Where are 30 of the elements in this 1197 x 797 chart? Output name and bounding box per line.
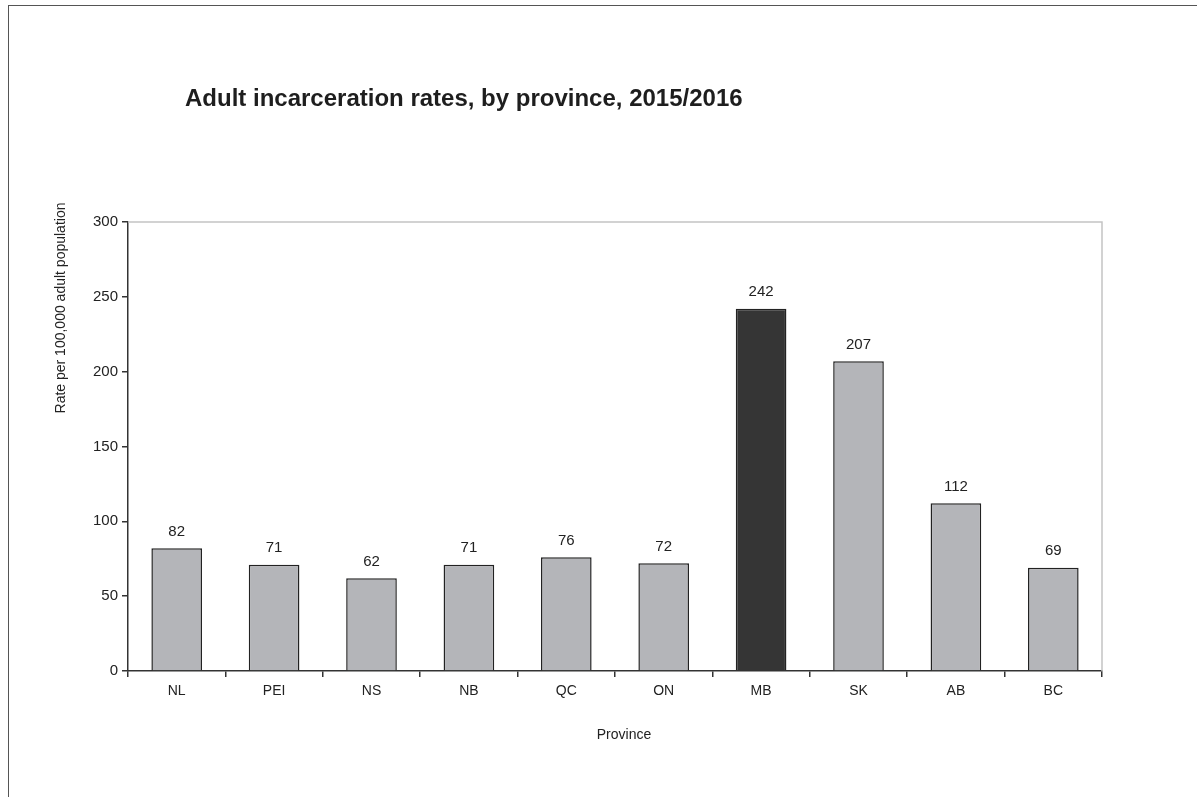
data-label: 71 [265,538,283,556]
y-tick-label: 200 [92,361,118,379]
data-label: 62 [363,551,380,569]
data-label: 72 [655,536,673,554]
y-tick-label: 150 [92,436,118,454]
x-tick-label: QC [555,682,577,699]
data-label: 69 [1044,541,1062,559]
data-label: 207 [845,334,872,352]
data-label: 242 [748,282,774,300]
chart-title: Adult incarceration rates, by province, 2015/2016 [185,83,743,113]
y-tick-label: 50 [101,586,118,604]
x-tick-label: BC [1043,682,1064,699]
x-tick-label: ON [653,682,675,699]
data-label: 71 [460,538,478,556]
y-axis-title: Rate per 100,000 adult population [52,202,68,414]
y-tick-label: 300 [92,212,118,230]
data-label: 82 [168,521,186,539]
y-tick-label: 100 [92,511,118,529]
x-tick-label: AB [946,682,966,699]
x-tick-label: NL [167,682,186,699]
x-tick-label: NB [459,682,479,699]
y-tick-label: 0 [109,661,118,679]
data-label: 76 [557,530,575,548]
data-label: 112 [943,477,968,495]
x-tick-label: NS [361,682,382,699]
y-tick-label: 250 [92,286,118,304]
x-tick-label: SK [849,682,869,699]
x-tick-label: PEI [262,682,286,699]
x-axis-title: Province [596,726,652,742]
x-tick-label: MB [750,682,772,699]
